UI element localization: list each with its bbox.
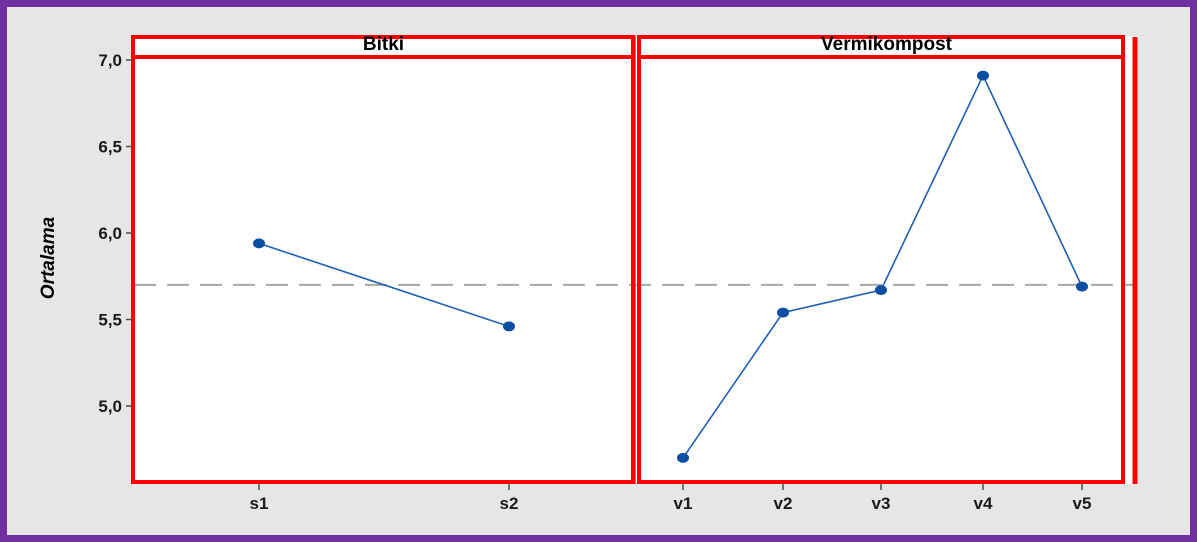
data-point-v1 bbox=[677, 452, 689, 463]
x-tick-label-v2: v2 bbox=[774, 494, 793, 513]
panel-strips-layer: Bitki Vermikompost bbox=[363, 34, 953, 55]
panel-title-1: Bitki bbox=[363, 34, 404, 55]
x-tick-label-s1: s1 bbox=[250, 494, 269, 513]
panel-title-2: Vermikompost bbox=[821, 34, 953, 55]
data-point-s1 bbox=[253, 238, 265, 249]
data-point-v3 bbox=[875, 285, 887, 296]
y-axis-label: Ortalama bbox=[38, 216, 59, 299]
data-point-s2 bbox=[503, 321, 515, 332]
data-point-v4 bbox=[977, 70, 989, 81]
data-point-v2 bbox=[777, 307, 789, 318]
y-tick-label-5: 7,0 bbox=[98, 51, 122, 70]
axes-layer: 5,0 5,5 6,0 6,5 7,0 s1 s2 v1 v2 v3 v4 v5 bbox=[98, 51, 1091, 513]
series-line-1 bbox=[258, 242, 510, 328]
x-tick-label-v1: v1 bbox=[674, 494, 693, 513]
panel-outline-1 bbox=[131, 35, 635, 484]
series-layer bbox=[253, 70, 1088, 463]
y-tick-label-2: 5,5 bbox=[98, 311, 122, 330]
x-tick-label-v5: v5 bbox=[1073, 494, 1092, 513]
x-tick-label-s2: s2 bbox=[500, 494, 519, 513]
panel-frames-layer bbox=[131, 35, 1138, 484]
panel-outline-2 bbox=[637, 35, 1125, 484]
y-tick-label-4: 6,5 bbox=[98, 138, 122, 157]
x-tick-label-v4: v4 bbox=[974, 494, 993, 513]
y-tick-label-3: 6,0 bbox=[98, 224, 122, 243]
x-tick-label-v3: v3 bbox=[872, 494, 891, 513]
data-point-v5 bbox=[1076, 281, 1088, 292]
y-tick-label-1: 5,0 bbox=[98, 397, 122, 416]
